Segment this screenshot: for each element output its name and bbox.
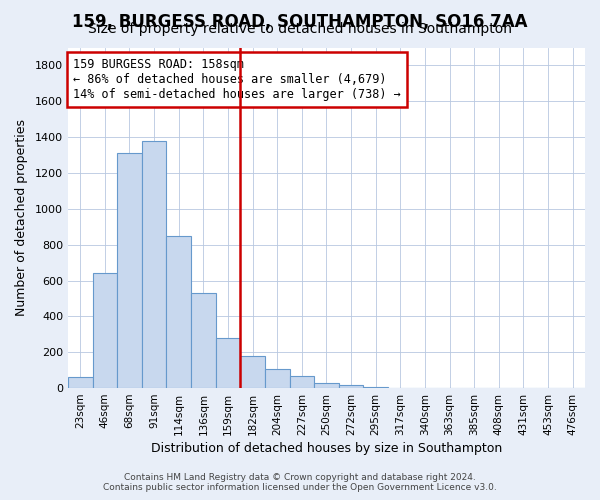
Bar bbox=[92, 274, 117, 388]
Bar bbox=[191, 293, 215, 388]
Bar bbox=[166, 236, 191, 388]
Text: Contains HM Land Registry data © Crown copyright and database right 2024.
Contai: Contains HM Land Registry data © Crown c… bbox=[103, 473, 497, 492]
Bar bbox=[68, 378, 92, 388]
Bar bbox=[364, 387, 388, 388]
Bar bbox=[117, 154, 142, 388]
Bar bbox=[314, 382, 339, 388]
Bar bbox=[215, 338, 240, 388]
Y-axis label: Number of detached properties: Number of detached properties bbox=[15, 120, 28, 316]
Bar bbox=[290, 376, 314, 388]
Text: 159 BURGESS ROAD: 158sqm
← 86% of detached houses are smaller (4,679)
14% of sem: 159 BURGESS ROAD: 158sqm ← 86% of detach… bbox=[73, 58, 401, 100]
Bar bbox=[265, 369, 290, 388]
Text: 159, BURGESS ROAD, SOUTHAMPTON, SO16 7AA: 159, BURGESS ROAD, SOUTHAMPTON, SO16 7AA bbox=[72, 12, 528, 30]
Text: Size of property relative to detached houses in Southampton: Size of property relative to detached ho… bbox=[88, 22, 512, 36]
X-axis label: Distribution of detached houses by size in Southampton: Distribution of detached houses by size … bbox=[151, 442, 502, 455]
Bar bbox=[240, 356, 265, 388]
Bar bbox=[339, 386, 364, 388]
Bar bbox=[142, 140, 166, 388]
